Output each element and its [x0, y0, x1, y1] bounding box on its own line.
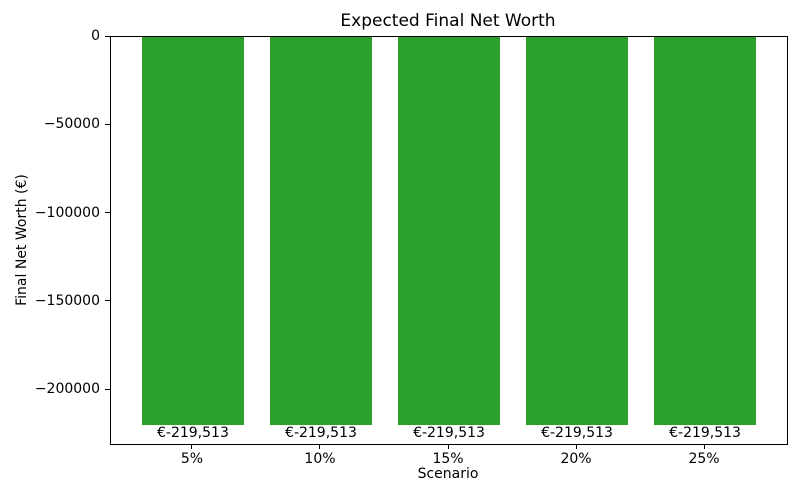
- bar-value-label: €-219,513: [285, 424, 357, 441]
- x-tick-label: 25%: [688, 451, 720, 467]
- bar-value-label: €-219,513: [413, 424, 485, 441]
- y-axis-label: Final Net Worth (€): [14, 174, 30, 306]
- x-tick-label: 20%: [560, 451, 592, 467]
- x-tick-mark: [575, 444, 577, 449]
- bar-value-label: €-219,513: [157, 424, 229, 441]
- bar: [653, 37, 757, 425]
- x-tick-mark: [319, 444, 321, 449]
- y-tick-label: 0: [91, 28, 100, 44]
- x-tick-mark: [191, 444, 193, 449]
- bar-value-label: €-219,513: [669, 424, 741, 441]
- x-tick-mark: [703, 444, 705, 449]
- x-axis-label: Scenario: [417, 466, 479, 482]
- y-tick-mark: [105, 123, 110, 125]
- y-tick-label: −50000: [43, 116, 100, 133]
- y-tick-mark: [105, 388, 110, 390]
- x-tick-label: 10%: [304, 451, 336, 467]
- bar: [397, 37, 501, 425]
- y-tick-mark: [105, 35, 110, 37]
- chart-title: Expected Final Net Worth: [340, 11, 556, 31]
- x-tick-label: 15%: [432, 451, 464, 467]
- y-tick-label: −150000: [34, 292, 100, 309]
- y-tick-mark: [105, 300, 110, 302]
- y-tick-mark: [105, 212, 110, 214]
- bar: [269, 37, 373, 425]
- bar: [141, 37, 245, 425]
- y-tick-label: −100000: [34, 204, 100, 221]
- bar: [525, 37, 629, 425]
- x-tick-label: 5%: [180, 451, 204, 467]
- x-tick-mark: [447, 444, 449, 449]
- y-tick-label: −200000: [34, 381, 100, 398]
- plot-area: €-219,513 €-219,513 €-219,513 €-219,513 €-21…: [110, 36, 788, 445]
- bar-value-label: €-219,513: [541, 424, 613, 441]
